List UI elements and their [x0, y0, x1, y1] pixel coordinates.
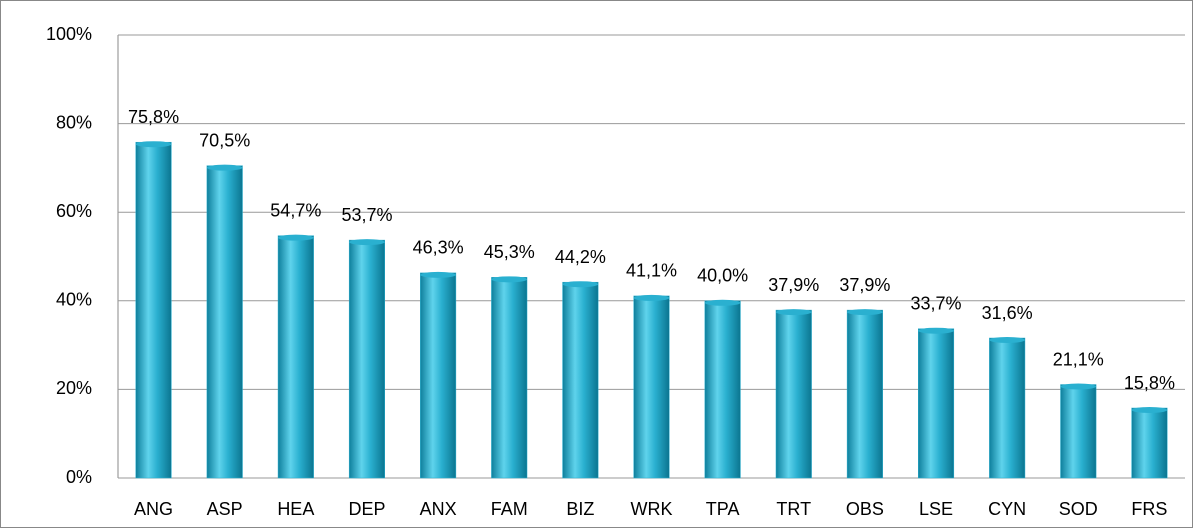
value-label: 33,7% [911, 293, 962, 313]
bar [348, 239, 385, 479]
x-tick-label: ASP [207, 499, 243, 519]
y-tick-label: 20% [56, 378, 92, 398]
value-label: 31,6% [982, 303, 1033, 323]
y-tick-label: 100% [46, 24, 92, 44]
x-tick-label: LSE [919, 499, 953, 519]
y-tick-label: 40% [56, 290, 92, 310]
value-label: 37,9% [839, 275, 890, 295]
bar-top [918, 327, 954, 334]
bar [420, 272, 457, 479]
bar-top [1060, 383, 1097, 390]
x-tick-label: ANX [420, 499, 457, 519]
bar-top [704, 299, 741, 306]
bar-top [491, 276, 528, 283]
y-tick-label: 60% [56, 201, 92, 221]
bar [491, 277, 528, 479]
value-label: 46,3% [413, 238, 464, 258]
bar-top [989, 337, 1025, 344]
bar [704, 300, 741, 479]
bar [846, 309, 883, 479]
bar [1060, 384, 1097, 479]
bar [775, 309, 812, 479]
x-tick-label: TRT [776, 499, 811, 519]
value-label: 70,5% [199, 130, 250, 150]
bar-top [420, 271, 456, 278]
bar [918, 328, 955, 479]
value-label: 21,1% [1053, 349, 1104, 369]
bar-top [1131, 407, 1168, 414]
x-tick-label: OBS [846, 499, 884, 519]
value-label: 44,2% [555, 247, 606, 267]
value-label: 53,7% [341, 205, 392, 225]
bar-top [278, 234, 314, 241]
x-tick-label: SOD [1059, 499, 1098, 519]
bar-top [349, 239, 385, 246]
x-tick-label: WRK [631, 499, 673, 519]
bar [989, 337, 1026, 479]
bar [562, 281, 599, 479]
bar-top [562, 281, 599, 288]
value-label: 75,8% [128, 107, 179, 127]
bar-top [633, 294, 670, 301]
bar [135, 141, 172, 479]
x-tick-label: FRS [1131, 499, 1167, 519]
x-tick-label: BIZ [566, 499, 594, 519]
x-tick-label: FAM [491, 499, 528, 519]
value-label: 40,0% [697, 266, 748, 286]
x-tick-label: HEA [277, 499, 314, 519]
x-tick-label: CYN [988, 499, 1026, 519]
x-tick-label: ANG [134, 499, 173, 519]
value-label: 45,3% [484, 242, 535, 262]
bar [633, 295, 670, 479]
bar-top [135, 141, 172, 148]
value-label: 37,9% [768, 275, 819, 295]
x-tick-label: DEP [348, 499, 385, 519]
value-label: 41,1% [626, 261, 677, 281]
y-tick-label: 80% [56, 112, 92, 132]
bar [1131, 407, 1168, 479]
value-label: 54,7% [270, 200, 321, 220]
value-label: 15,8% [1124, 373, 1175, 393]
bar-top [775, 309, 812, 316]
bar [206, 165, 243, 479]
bar-top [206, 164, 243, 171]
x-tick-label: TPA [706, 499, 740, 519]
y-tick-label: 0% [66, 467, 92, 487]
bar [277, 235, 314, 479]
bar-top [847, 309, 883, 316]
